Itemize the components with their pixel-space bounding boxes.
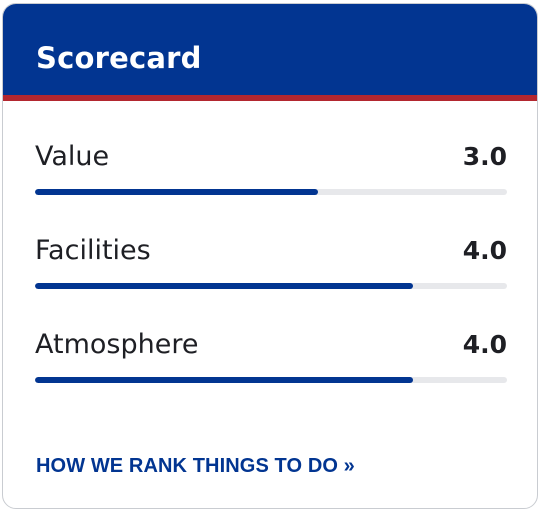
score-bar-fill — [35, 377, 413, 383]
score-value: 3.0 — [462, 142, 507, 171]
score-bar-fill — [35, 283, 413, 289]
score-bar-track — [35, 283, 507, 289]
score-label: Value — [35, 141, 110, 172]
score-bar-track — [35, 189, 507, 195]
score-value: 4.0 — [462, 330, 507, 359]
score-bar-track — [35, 377, 507, 383]
score-rows: Value 3.0 Facilities 4.0 Atmosphere 4.0 — [35, 132, 507, 414]
score-row-atmosphere: Atmosphere 4.0 — [35, 320, 507, 414]
score-value: 4.0 — [462, 236, 507, 265]
scorecard-header: Scorecard — [3, 4, 537, 101]
score-label: Atmosphere — [35, 329, 199, 360]
score-label: Facilities — [35, 235, 151, 266]
score-bar-fill — [35, 189, 319, 195]
scorecard-card: Scorecard Value 3.0 Facilities 4.0 Atmos… — [2, 3, 538, 509]
how-we-rank-link[interactable]: HOW WE RANK THINGS TO DO » — [36, 455, 355, 477]
score-row-facilities: Facilities 4.0 — [35, 226, 507, 320]
scorecard-title: Scorecard — [36, 41, 202, 75]
score-row-value: Value 3.0 — [35, 132, 507, 226]
